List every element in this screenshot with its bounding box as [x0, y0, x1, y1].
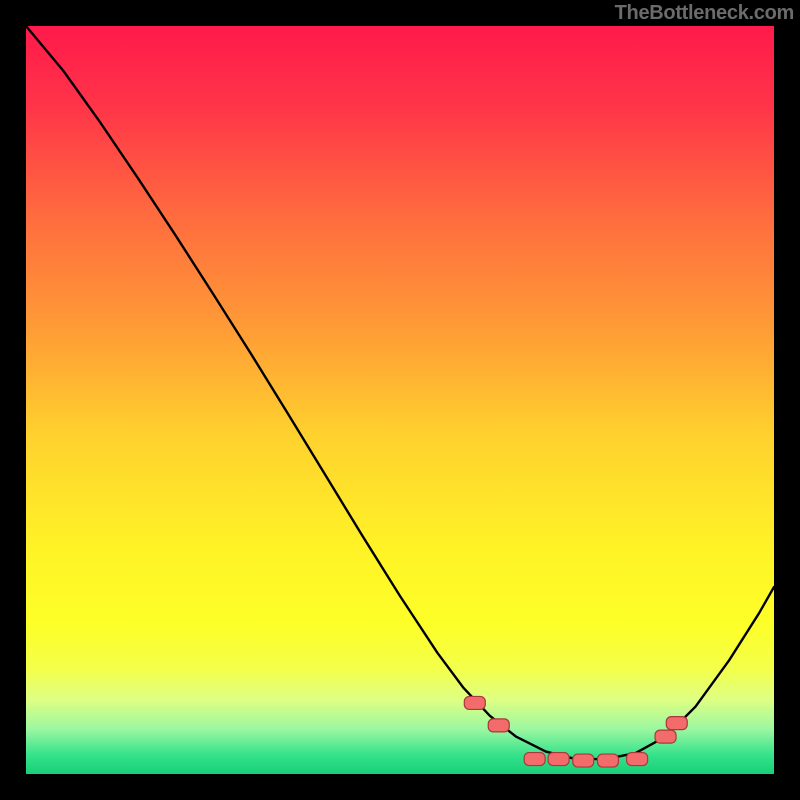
- curve-marker: [548, 753, 569, 766]
- curve-marker: [488, 719, 509, 732]
- curve-marker: [524, 753, 545, 766]
- curve-marker: [666, 717, 687, 730]
- curve-marker: [627, 753, 648, 766]
- curve-marker: [573, 754, 594, 767]
- curve-marker: [655, 730, 676, 743]
- watermark-text: TheBottleneck.com: [615, 2, 794, 25]
- curve-marker: [464, 696, 485, 709]
- bottleneck-curve: [26, 26, 774, 759]
- chart-curve-layer: [26, 26, 774, 774]
- curve-markers: [464, 696, 687, 767]
- plot-frame: [26, 26, 774, 774]
- curve-marker: [597, 754, 618, 767]
